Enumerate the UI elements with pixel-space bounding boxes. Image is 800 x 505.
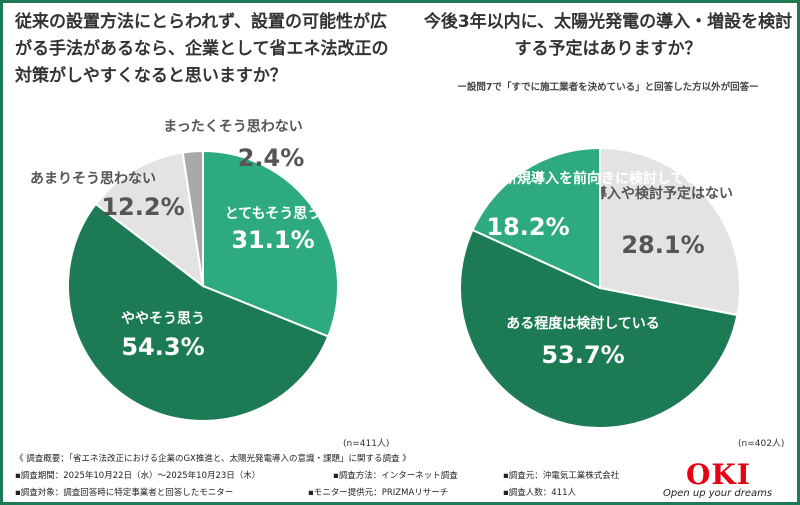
slice-value: 12.2%	[101, 193, 184, 221]
chart1-sample: (n=411人)	[343, 439, 390, 449]
pie-charts: とてもそう思う 31.1% ややそう思う 54.3% あまりそう思わない 12.2% まった…	[30, 119, 741, 429]
pie-slice	[471, 146, 601, 290]
survey-provider: ▪モニター提供元：PRIZMAリサーチ	[308, 488, 449, 498]
pie-slice	[181, 149, 204, 287]
slice-value: 18.2%	[486, 213, 569, 241]
survey-source: ▪調査元：沖電気工業株式会社	[503, 471, 620, 481]
pie-slice	[599, 146, 741, 317]
chart2-title: 今後3年以内に、太陽光発電の導入・増設を検討する予定はありますか？	[423, 12, 793, 59]
slice-label: ある程度は検討している	[506, 315, 660, 332]
slice-value: 31.1%	[231, 226, 314, 254]
slice-label: あまりそう思わない	[30, 171, 156, 187]
survey-method: ▪調査方法：インターネット調査	[333, 471, 458, 481]
slice-value: 28.1%	[621, 231, 704, 259]
chart2-note: ー設問7で「すでに施工業者を決めている」と回答した方以外が回答ー	[457, 82, 759, 93]
slice-label: 導入や検討予定はない	[593, 185, 733, 202]
chart2-sample: (n=402人)	[738, 439, 785, 449]
pie-slice	[459, 228, 739, 429]
survey-count: ▪調査人数：411人	[503, 488, 576, 498]
slice-label: まったくそう思わない	[163, 119, 302, 135]
survey-target: ▪調査対象：調査回答時に特定事業者と回答したモニター	[15, 488, 234, 498]
slice-value: 54.3%	[121, 333, 204, 361]
pie-slice	[67, 202, 330, 422]
survey-period: ▪調査期間：2025年10月22日（水）〜2025年10月23日（木）	[15, 471, 261, 481]
slice-value: 53.7%	[541, 341, 624, 369]
brand-tagline: Open up your dreams	[663, 488, 773, 499]
pie-slice	[94, 151, 205, 289]
survey-overview: 《 調査概要：「省エネ法改正における企業のGX推進と、太陽光発電導入の意識・課題…	[15, 454, 411, 464]
slice-label: 新規導入を前向きに検討している	[503, 170, 713, 187]
chart1-title: 従来の設置方法にとらわれず、設置の可能性が広がる手法があるなら、企業として省エネ…	[15, 12, 389, 86]
pie-slice	[202, 149, 339, 338]
oki-logo: OKI	[686, 458, 751, 491]
slice-value: 2.4%	[238, 144, 305, 172]
slice-label: とてもそう思う	[225, 206, 322, 222]
slice-label: ややそう思う	[121, 311, 205, 327]
